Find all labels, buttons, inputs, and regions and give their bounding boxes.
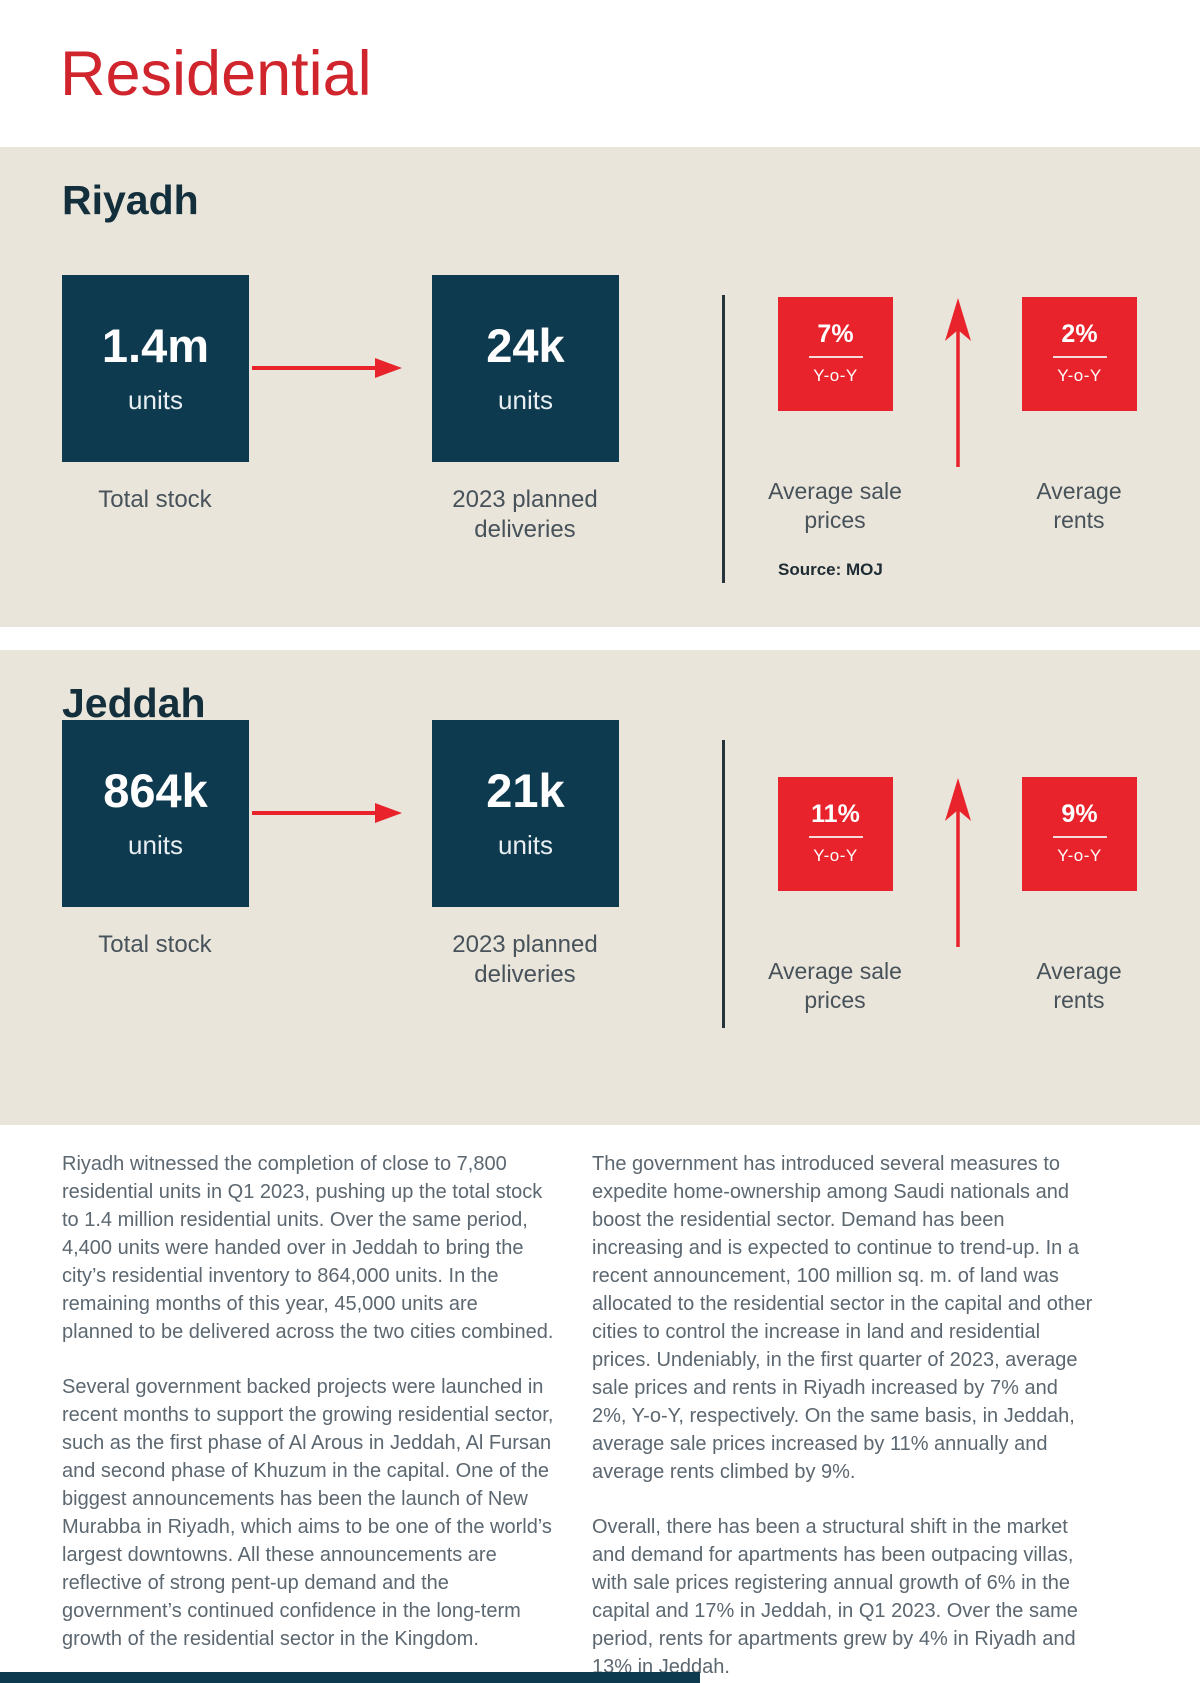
jeddah-total-stock-box: 864k units [62,720,249,907]
riyadh-sale-prices-badge: 7% Y-o-Y [778,297,893,411]
badge-separator [1052,356,1107,358]
badge-separator [1052,836,1107,838]
right-arrow-icon [252,803,402,823]
up-arrow-icon [945,298,971,467]
riyadh-panel: Riyadh 1.4m units 24k units Total stock … [0,147,1200,627]
badge-separator [808,836,863,838]
badge-separator [808,356,863,358]
source-note: Source: MOJ [778,560,883,579]
riyadh-deliveries-value: 24k [486,318,565,372]
riyadh-total-stock-unit: units [128,384,183,415]
jeddah-sale-prices-value: 11% [811,800,860,828]
riyadh-infographic: 1.4m units 24k units Total stock 2023 pl… [0,275,1200,620]
riyadh-deliveries-caption: 2023 planned deliveries [452,486,598,543]
jeddah-deliveries-caption: 2023 planned deliveries [452,931,598,988]
riyadh-sale-prices-basis: Y-o-Y [813,366,858,385]
jeddah-heading: Jeddah [62,680,206,726]
riyadh-rents-basis: Y-o-Y [1057,366,1102,385]
divider-line [722,740,725,1028]
jeddah-sale-prices-basis: Y-o-Y [813,846,858,865]
riyadh-rents-value: 2% [1061,320,1098,348]
riyadh-sale-prices-caption: Average sale prices [768,478,902,533]
jeddah-deliveries-value: 21k [486,763,565,817]
page-title: Residential [60,39,372,109]
jeddah-deliveries-box: 21k units [432,720,619,907]
paragraph: Several government backed projects were … [62,1376,554,1650]
jeddah-rents-badge: 9% Y-o-Y [1022,777,1137,891]
jeddah-total-stock-unit: units [128,829,183,860]
riyadh-total-stock-caption: Total stock [98,486,212,513]
jeddah-sale-prices-caption: Average sale prices [768,958,902,1013]
divider-line [722,295,725,583]
riyadh-sale-prices-value: 7% [817,320,854,348]
body-left-column: Riyadh witnessed the completion of close… [62,1150,554,1680]
jeddah-panel: Jeddah 864k units 21k units Total stock … [0,650,1200,1125]
paragraph: Overall, there has been a structural shi… [592,1516,1078,1678]
jeddah-sale-prices-badge: 11% Y-o-Y [778,777,893,891]
riyadh-deliveries-unit: units [498,384,553,415]
jeddah-deliveries-unit: units [498,829,553,860]
riyadh-rents-badge: 2% Y-o-Y [1022,297,1137,411]
jeddah-growth-cluster: 11% Y-o-Y 9% Y-o-Y Average sale prices A… [760,777,1180,1107]
body-right-column: The government has introduced several me… [592,1150,1097,1683]
riyadh-total-stock-box: 1.4m units [62,275,249,462]
paragraph: Riyadh witnessed the completion of close… [62,1153,554,1343]
riyadh-growth-cluster: 7% Y-o-Y 2% Y-o-Y Average sale prices Av… [760,297,1180,627]
jeddah-total-stock-value: 864k [103,763,208,817]
jeddah-rents-caption: Average rents [1036,958,1122,1013]
riyadh-heading: Riyadh [62,177,199,223]
jeddah-total-stock-caption: Total stock [98,931,212,958]
jeddah-infographic: 864k units 21k units Total stock 2023 pl… [0,720,1200,1065]
jeddah-rents-value: 9% [1061,800,1098,828]
riyadh-total-stock-value: 1.4m [101,318,210,372]
riyadh-deliveries-box: 24k units [432,275,619,462]
jeddah-rents-basis: Y-o-Y [1057,846,1102,865]
right-arrow-icon [252,358,402,378]
paragraph: The government has introduced several me… [592,1153,1093,1483]
footer-bar [0,1672,700,1683]
riyadh-rents-caption: Average rents [1036,478,1122,533]
up-arrow-icon [945,778,971,947]
